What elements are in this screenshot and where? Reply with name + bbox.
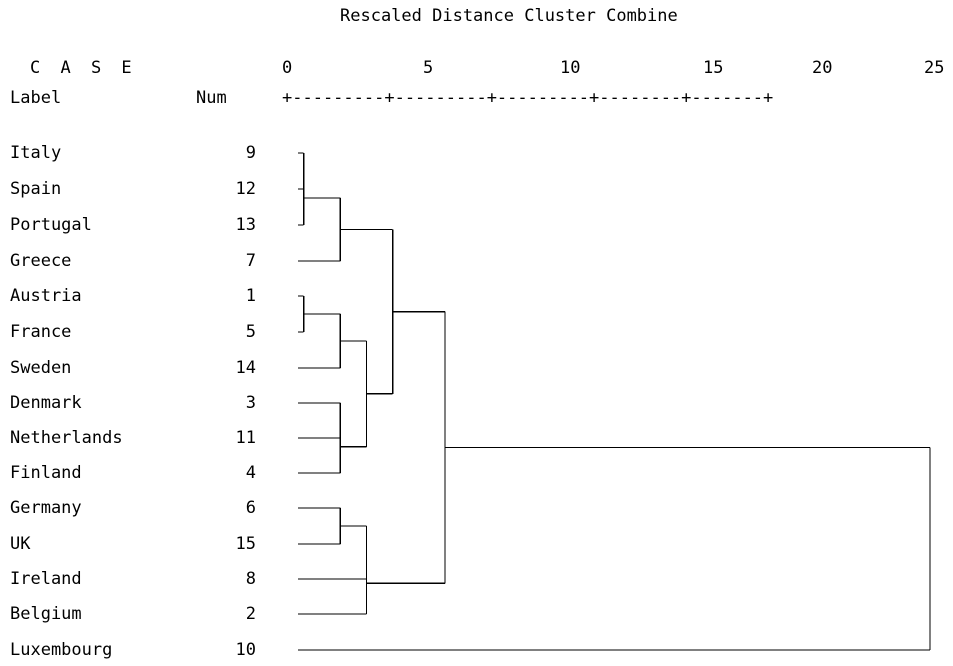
case-label: Germany (10, 498, 82, 518)
case-label: Belgium (10, 604, 82, 624)
case-num: 2 (245, 604, 256, 624)
case-num: 5 (245, 322, 256, 342)
dendrogram-title: Rescaled Distance Cluster Combine (340, 6, 678, 26)
case-label: Portugal (10, 215, 92, 235)
axis-tick-label-20: 20 (812, 58, 833, 78)
case-num: 6 (245, 498, 256, 518)
case-num: 4 (245, 463, 256, 483)
axis-tick-label-0: 0 (282, 58, 293, 78)
case-num: 13 (235, 215, 256, 235)
case-num: 15 (235, 534, 256, 554)
case-label: Greece (10, 251, 72, 271)
axis-tick-label-10: 10 (560, 58, 581, 78)
case-num: 14 (235, 358, 256, 378)
axis-tick-label-5: 5 (423, 58, 434, 78)
case-num: 9 (245, 143, 256, 163)
case-label: Ireland (10, 569, 82, 589)
case-label: Italy (10, 143, 62, 163)
case-label: Luxembourg (10, 640, 113, 660)
axis-tick-label-25: 25 (924, 58, 945, 78)
case-num: 8 (245, 569, 256, 589)
case-num: 7 (245, 251, 256, 271)
case-header: C A S E (30, 58, 137, 78)
case-num: 1 (245, 286, 256, 306)
num-column-header: Num (196, 88, 227, 108)
distance-axis-line: +---------+---------+---------+--------+… (282, 88, 774, 108)
case-num: 11 (235, 428, 256, 448)
case-label: Netherlands (10, 428, 123, 448)
case-label: Austria (10, 286, 82, 306)
case-label: Finland (10, 463, 82, 483)
case-num: 3 (245, 393, 256, 413)
case-num: 12 (235, 179, 256, 199)
label-column-header: Label (10, 88, 62, 108)
case-label: Spain (10, 179, 62, 199)
case-label: Sweden (10, 358, 72, 378)
axis-tick-label-15: 15 (703, 58, 724, 78)
case-label: UK (10, 534, 31, 554)
case-label: Denmark (10, 393, 82, 413)
case-num: 10 (235, 640, 256, 660)
case-label: France (10, 322, 72, 342)
